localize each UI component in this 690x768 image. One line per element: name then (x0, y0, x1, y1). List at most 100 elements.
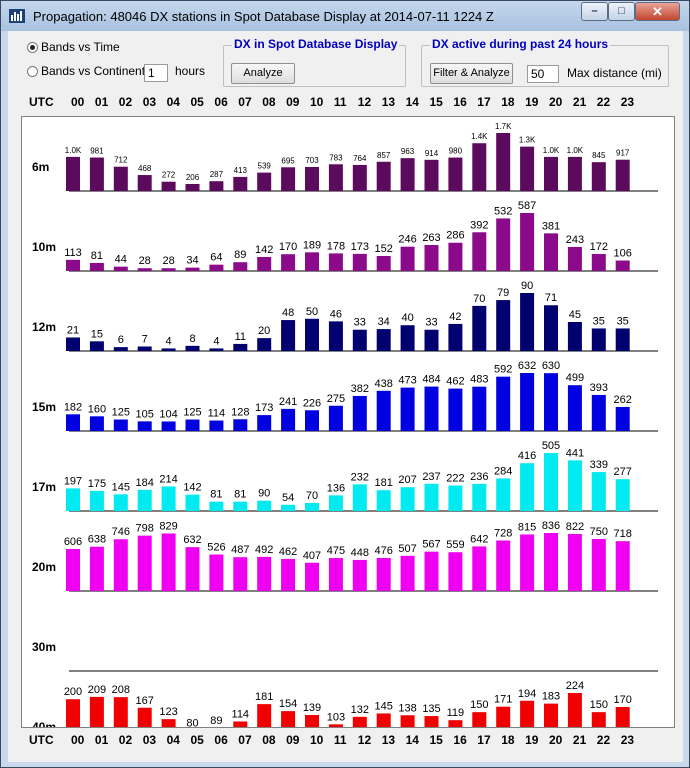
bar-20m-08 (257, 556, 272, 591)
data-label-15m-08: 173 (255, 402, 273, 414)
hour-label-bottom-02: 02 (118, 733, 133, 747)
bands-vs-time-radio[interactable] (27, 42, 38, 53)
bar-chart-app-icon (9, 9, 25, 23)
data-label-15m-07: 128 (231, 406, 249, 418)
band-label-10m: 10m (32, 240, 56, 254)
bands-vs-continents-radio[interactable] (27, 66, 38, 77)
data-label-12m-06: 4 (213, 335, 219, 347)
hour-label-top-08: 08 (262, 95, 276, 109)
data-label-12m-17: 70 (473, 293, 485, 305)
bar-15m-01 (89, 416, 104, 431)
data-label-10m-17: 392 (470, 219, 488, 231)
hours-input[interactable]: 1 (144, 64, 168, 82)
data-label-12m-15: 33 (425, 317, 437, 329)
bar-10m-01 (89, 262, 104, 271)
data-label-40m-01: 209 (88, 684, 106, 696)
bar-17m-17 (472, 483, 487, 511)
data-label-17m-02: 145 (112, 481, 130, 493)
data-label-20m-18: 728 (494, 527, 512, 539)
filter-analyze-button[interactable]: Filter & Analyze (430, 63, 513, 84)
data-label-10m-13: 152 (375, 243, 393, 255)
analyze-button[interactable]: Analyze (231, 63, 295, 84)
data-label-20m-10: 407 (303, 550, 321, 562)
data-label-20m-09: 462 (279, 546, 297, 558)
hour-label-bottom-15: 15 (429, 733, 443, 747)
data-label-15m-04: 104 (159, 408, 177, 420)
bar-12m-11 (328, 321, 343, 351)
bar-17m-23 (615, 479, 630, 511)
data-label-15m-18: 592 (494, 364, 512, 376)
bar-15m-03 (137, 421, 152, 431)
hour-label-top-18: 18 (501, 95, 515, 109)
data-label-12m-02: 6 (118, 334, 124, 346)
band-label-40m: 40m (32, 720, 56, 727)
band-label-6m: 6m (32, 160, 49, 174)
data-label-40m-19: 194 (518, 688, 536, 700)
bar-20m-09 (281, 558, 296, 591)
bands-vs-time-label[interactable]: Bands vs Time (41, 40, 120, 54)
data-label-6m-01: 981 (90, 147, 104, 156)
bar-20m-23 (615, 541, 630, 591)
data-label-12m-14: 40 (401, 312, 413, 324)
bar-40m-13 (376, 713, 391, 727)
band-label-20m: 20m (32, 560, 56, 574)
hour-label-bottom-18: 18 (501, 733, 515, 747)
bands-vs-continents-label[interactable]: Bands vs Continents (41, 64, 152, 78)
data-label-10m-04: 28 (162, 255, 174, 267)
bar-20m-19 (520, 534, 535, 591)
data-label-17m-14: 207 (398, 474, 416, 486)
max-distance-input[interactable]: 50 (527, 65, 559, 83)
title-bar[interactable]: Propagation: 48046 DX stations in Spot D… (1, 1, 689, 31)
bar-12m-09 (281, 320, 296, 351)
bar-10m-12 (352, 253, 367, 271)
bar-40m-17 (472, 712, 487, 727)
bar-20m-01 (89, 546, 104, 591)
data-label-6m-14: 963 (401, 147, 415, 156)
data-label-6m-20: 1.0K (543, 146, 560, 155)
spot-database-group: DX in Spot Database Display Analyze (223, 37, 406, 87)
hour-label-top-23: 23 (620, 95, 635, 109)
bar-10m-23 (615, 260, 630, 271)
bar-15m-15 (424, 386, 439, 431)
bar-10m-02 (113, 266, 128, 271)
bar-40m-09 (281, 711, 296, 727)
bar-17m-01 (89, 490, 104, 511)
data-label-12m-05: 8 (189, 333, 195, 345)
minimize-button[interactable]: – (581, 2, 608, 21)
bar-12m-21 (567, 322, 582, 351)
data-label-12m-03: 7 (142, 333, 148, 345)
hour-label-bottom-00: 00 (71, 733, 85, 747)
bar-17m-09 (281, 504, 296, 511)
maximize-button[interactable]: □ (608, 2, 635, 21)
bar-10m-22 (591, 254, 606, 271)
data-label-6m-23: 917 (616, 149, 630, 158)
bar-6m-00 (66, 156, 80, 191)
bar-40m-02 (113, 697, 128, 727)
bar-20m-14 (400, 555, 415, 591)
data-label-20m-13: 476 (375, 545, 393, 557)
data-label-6m-00: 1.0K (65, 146, 82, 155)
bar-17m-04 (161, 486, 176, 511)
bar-15m-19 (520, 373, 535, 431)
bar-10m-18 (496, 218, 511, 271)
bar-12m-04 (161, 348, 176, 351)
bar-15m-17 (472, 386, 487, 431)
data-label-17m-12: 232 (351, 471, 369, 483)
hour-label-top-00: 00 (71, 95, 85, 109)
bar-10m-16 (448, 242, 463, 271)
hours-label: hours (175, 64, 206, 78)
bar-12m-13 (376, 329, 391, 351)
data-label-10m-11: 178 (327, 240, 345, 252)
data-label-40m-08: 181 (255, 691, 273, 703)
bar-15m-16 (448, 388, 463, 431)
hour-label-bottom-10: 10 (310, 733, 324, 747)
data-label-17m-09: 54 (282, 492, 294, 504)
bar-10m-06 (209, 264, 224, 271)
bar-20m-20 (544, 533, 558, 591)
close-button[interactable]: ✕ (635, 2, 680, 21)
hour-label-bottom-14: 14 (405, 733, 419, 747)
bar-10m-09 (281, 254, 296, 271)
bar-12m-17 (472, 305, 487, 351)
data-label-17m-19: 416 (518, 450, 536, 462)
bar-15m-18 (496, 376, 511, 431)
